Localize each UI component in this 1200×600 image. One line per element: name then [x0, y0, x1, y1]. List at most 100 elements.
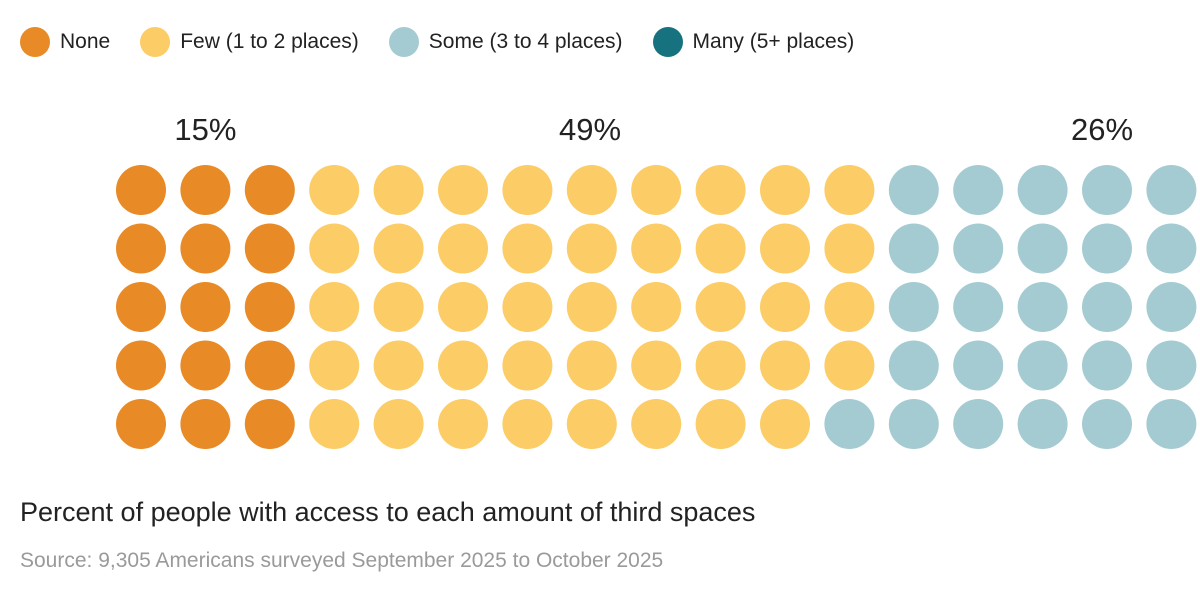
dot-few — [309, 399, 360, 449]
dot-few — [566, 340, 617, 391]
legend: None Few (1 to 2 places) Some (3 to 4 pl… — [20, 24, 884, 60]
dot-few — [373, 165, 424, 215]
dot-few — [566, 399, 617, 449]
dot-few — [566, 165, 617, 215]
dot-some — [888, 282, 939, 332]
dot-some — [888, 165, 939, 215]
dot-few — [373, 340, 424, 391]
dot-few — [695, 223, 746, 274]
dot-some — [1146, 165, 1197, 215]
dot-none — [244, 340, 295, 391]
dot-few — [631, 340, 682, 391]
dot-some — [1146, 340, 1197, 391]
dot-some — [888, 340, 939, 391]
dot-few — [309, 223, 360, 274]
chart-caption: Percent of people with access to each am… — [20, 497, 756, 527]
legend-label-few: Few (1 to 2 places) — [180, 30, 359, 53]
dot-some — [1082, 223, 1132, 274]
dot-none — [116, 165, 166, 215]
dot-few — [760, 223, 810, 274]
dot-few — [631, 282, 682, 332]
dot-few — [502, 399, 553, 449]
dot-few — [373, 282, 424, 332]
legend-swatch-many — [652, 27, 683, 57]
dot-none — [116, 399, 166, 449]
dot-few — [438, 223, 488, 274]
legend-swatch-some — [388, 27, 419, 57]
legend-item-some: Some (3 to 4 places) — [388, 27, 623, 57]
chart-source: Source: 9,305 Americans surveyed Septemb… — [20, 549, 664, 572]
dot-few — [309, 282, 360, 332]
dot-few — [760, 282, 810, 332]
dot-some — [888, 399, 939, 449]
dot-some — [1082, 340, 1132, 391]
dot-few — [309, 340, 360, 391]
dot-few — [695, 340, 746, 391]
dot-few — [566, 282, 617, 332]
dot-some — [1082, 165, 1132, 215]
dot-none — [180, 165, 231, 215]
percent-label-none: 15% — [174, 112, 236, 147]
legend-label-none: None — [60, 30, 111, 53]
dot-some — [953, 399, 1004, 449]
dot-none — [116, 223, 166, 274]
dot-some — [953, 282, 1004, 332]
dot-few — [824, 165, 875, 215]
dot-none — [116, 282, 166, 332]
legend-item-few: Few (1 to 2 places) — [140, 27, 359, 57]
dot-none — [116, 340, 166, 391]
dot-few — [760, 165, 810, 215]
dot-few — [824, 223, 875, 274]
legend-swatch-none — [20, 27, 50, 57]
waffle-chart: 15% 49% 26% — [116, 112, 1197, 449]
dot-few — [824, 282, 875, 332]
dot-few — [502, 165, 553, 215]
dot-few — [438, 165, 488, 215]
dot-none — [244, 165, 295, 215]
dot-some — [1017, 340, 1068, 391]
dot-few — [695, 165, 746, 215]
dot-few — [631, 223, 682, 274]
dot-few — [502, 223, 553, 274]
dot-none — [244, 223, 295, 274]
dot-none — [180, 399, 231, 449]
dot-few — [631, 399, 682, 449]
dot-few — [760, 399, 810, 449]
dot-some — [824, 399, 875, 449]
dot-none — [180, 282, 231, 332]
dot-none — [180, 340, 231, 391]
dot-none — [244, 282, 295, 332]
dot-few — [502, 340, 553, 391]
dot-some — [953, 223, 1004, 274]
dot-few — [566, 223, 617, 274]
legend-swatch-few — [140, 27, 171, 57]
dot-few — [438, 340, 488, 391]
dot-few — [631, 165, 682, 215]
legend-label-many: Many (5+ places) — [692, 30, 855, 53]
dot-some — [1082, 399, 1132, 449]
dot-some — [1146, 399, 1197, 449]
dot-some — [1017, 223, 1068, 274]
dot-few — [760, 340, 810, 391]
dot-few — [373, 399, 424, 449]
legend-item-none: None — [20, 27, 110, 57]
dot-few — [373, 223, 424, 274]
dot-some — [1082, 282, 1132, 332]
dot-some — [953, 340, 1004, 391]
dot-few — [309, 165, 360, 215]
dot-few — [824, 340, 875, 391]
dot-few — [695, 399, 746, 449]
dot-few — [502, 282, 553, 332]
dot-none — [180, 223, 231, 274]
dot-few — [438, 282, 488, 332]
dot-some — [1146, 223, 1197, 274]
dot-some — [1017, 282, 1068, 332]
percent-label-some: 26% — [1071, 112, 1133, 147]
dot-some — [1017, 165, 1068, 215]
dot-few — [695, 282, 746, 332]
percent-label-few: 49% — [559, 112, 621, 147]
dot-some — [888, 223, 939, 274]
dot-some — [1146, 282, 1197, 332]
dot-none — [244, 399, 295, 449]
legend-item-many: Many (5+ places) — [652, 27, 855, 57]
